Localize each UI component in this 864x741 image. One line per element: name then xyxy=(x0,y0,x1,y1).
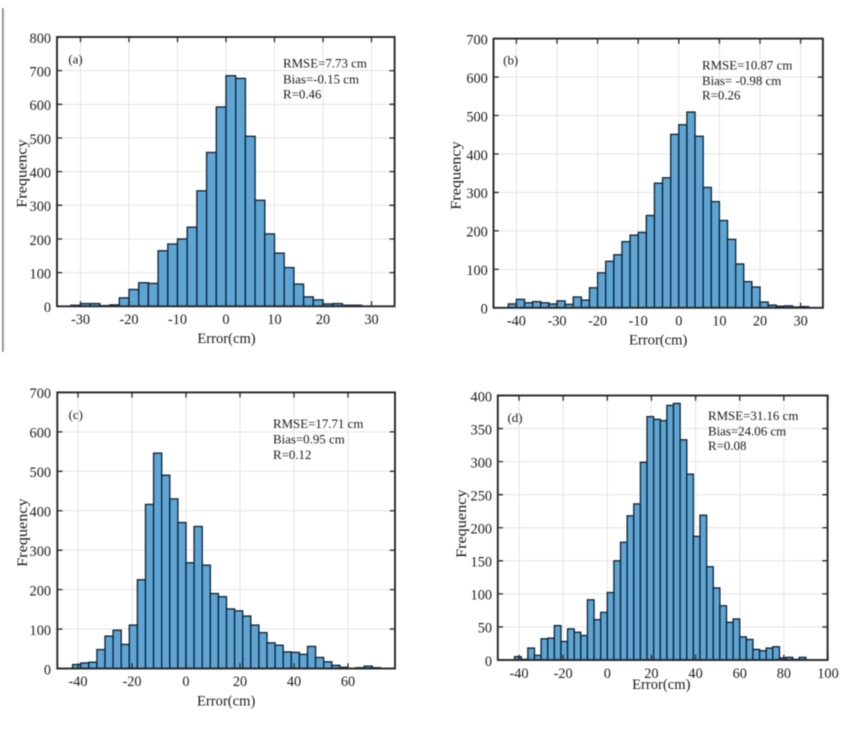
svg-text:-40: -40 xyxy=(509,666,528,682)
svg-text:R=0.08: R=0.08 xyxy=(708,439,746,453)
svg-text:100: 100 xyxy=(817,666,838,682)
svg-text:200: 200 xyxy=(471,522,492,538)
svg-text:500: 500 xyxy=(30,465,51,481)
svg-text:100: 100 xyxy=(30,623,51,639)
svg-text:200: 200 xyxy=(30,233,51,249)
svg-text:300: 300 xyxy=(466,186,487,202)
svg-text:Bias=0.95 cm: Bias=0.95 cm xyxy=(273,432,345,446)
svg-text:(c): (c) xyxy=(69,408,83,422)
svg-text:Frequency: Frequency xyxy=(15,498,31,567)
svg-text:10: 10 xyxy=(267,312,281,328)
svg-text:Error(cm): Error(cm) xyxy=(197,694,255,710)
svg-text:Error(cm): Error(cm) xyxy=(632,677,690,693)
svg-text:-20: -20 xyxy=(122,674,141,690)
svg-text:Bias= -0.98 cm: Bias= -0.98 cm xyxy=(702,74,781,88)
svg-text:700: 700 xyxy=(30,386,51,402)
svg-text:10: 10 xyxy=(712,314,726,330)
svg-text:RMSE=10.87 cm: RMSE=10.87 cm xyxy=(702,59,792,73)
svg-text:500: 500 xyxy=(30,132,51,148)
svg-text:300: 300 xyxy=(30,199,51,215)
svg-text:RMSE=17.71 cm: RMSE=17.71 cm xyxy=(273,417,363,431)
svg-text:0: 0 xyxy=(222,312,229,328)
svg-text:600: 600 xyxy=(30,98,51,114)
svg-text:700: 700 xyxy=(30,64,51,80)
svg-text:Frequency: Frequency xyxy=(14,139,30,208)
svg-text:250: 250 xyxy=(471,488,492,504)
svg-text:-40: -40 xyxy=(68,674,87,690)
svg-text:80: 80 xyxy=(777,666,791,682)
svg-text:R=0.26: R=0.26 xyxy=(702,88,741,102)
svg-text:300: 300 xyxy=(30,544,51,560)
svg-text:600: 600 xyxy=(30,426,51,442)
svg-text:Frequency: Frequency xyxy=(454,489,470,558)
svg-text:0: 0 xyxy=(485,654,492,670)
svg-text:20: 20 xyxy=(233,674,247,690)
svg-text:200: 200 xyxy=(30,583,51,599)
svg-text:-20: -20 xyxy=(588,314,607,330)
svg-text:800: 800 xyxy=(30,31,51,47)
svg-text:0: 0 xyxy=(44,300,51,316)
svg-text:100: 100 xyxy=(466,263,487,279)
svg-text:400: 400 xyxy=(30,165,51,181)
svg-text:RMSE=31.16 cm: RMSE=31.16 cm xyxy=(708,409,798,423)
svg-text:100: 100 xyxy=(30,266,51,282)
svg-text:Frequency: Frequency xyxy=(448,141,464,210)
svg-text:20: 20 xyxy=(644,666,658,682)
svg-text:60: 60 xyxy=(733,666,747,682)
svg-text:0: 0 xyxy=(675,314,682,330)
svg-text:RMSE=7.73 cm: RMSE=7.73 cm xyxy=(283,57,367,71)
svg-text:R=0.12: R=0.12 xyxy=(273,448,311,462)
svg-text:350: 350 xyxy=(471,422,492,438)
svg-text:0: 0 xyxy=(481,302,488,318)
svg-text:0: 0 xyxy=(44,662,51,678)
svg-text:R=0.46: R=0.46 xyxy=(283,88,322,102)
svg-text:400: 400 xyxy=(30,505,51,521)
svg-text:Bias=24.06 cm: Bias=24.06 cm xyxy=(708,424,786,438)
svg-text:400: 400 xyxy=(466,148,487,164)
svg-text:150: 150 xyxy=(471,555,492,571)
svg-text:30: 30 xyxy=(364,312,378,328)
svg-text:20: 20 xyxy=(753,314,767,330)
svg-text:-40: -40 xyxy=(507,314,526,330)
svg-text:(d): (d) xyxy=(507,411,522,425)
svg-text:-30: -30 xyxy=(71,312,90,328)
svg-text:-20: -20 xyxy=(119,312,138,328)
svg-text:Bias=-0.15 cm: Bias=-0.15 cm xyxy=(283,72,359,86)
svg-text:40: 40 xyxy=(688,666,702,682)
svg-text:20: 20 xyxy=(316,312,330,328)
svg-text:0: 0 xyxy=(604,666,611,682)
svg-text:700: 700 xyxy=(466,32,487,48)
svg-text:Error(cm): Error(cm) xyxy=(197,331,255,347)
svg-text:40: 40 xyxy=(287,674,301,690)
svg-text:Error(cm): Error(cm) xyxy=(629,333,687,349)
svg-text:-10: -10 xyxy=(629,314,648,330)
svg-text:400: 400 xyxy=(471,389,492,405)
svg-text:-10: -10 xyxy=(168,312,187,328)
svg-text:500: 500 xyxy=(466,109,487,125)
svg-text:-20: -20 xyxy=(554,666,573,682)
svg-text:(a): (a) xyxy=(68,53,82,67)
svg-text:(b): (b) xyxy=(503,53,518,67)
svg-text:0: 0 xyxy=(182,674,189,690)
svg-text:-30: -30 xyxy=(547,314,566,330)
svg-text:200: 200 xyxy=(466,225,487,241)
svg-text:600: 600 xyxy=(466,71,487,87)
svg-text:60: 60 xyxy=(341,674,355,690)
svg-text:300: 300 xyxy=(471,455,492,471)
svg-text:30: 30 xyxy=(793,314,807,330)
svg-text:100: 100 xyxy=(471,588,492,604)
svg-text:50: 50 xyxy=(478,621,492,637)
